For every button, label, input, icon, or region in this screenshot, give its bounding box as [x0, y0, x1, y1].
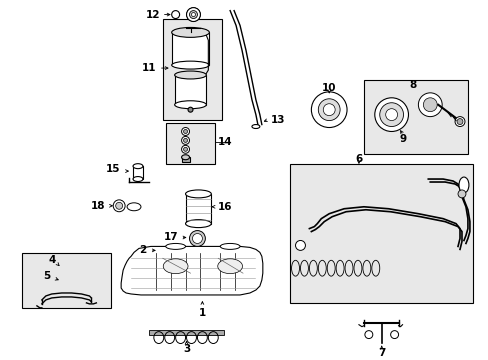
Circle shape — [171, 10, 179, 18]
Ellipse shape — [171, 27, 209, 37]
Text: 12: 12 — [145, 10, 160, 19]
Ellipse shape — [133, 164, 142, 168]
Ellipse shape — [185, 190, 211, 198]
Circle shape — [188, 107, 193, 112]
Circle shape — [183, 130, 187, 134]
Circle shape — [189, 230, 205, 246]
Bar — [22, 253, 111, 308]
Circle shape — [186, 8, 200, 22]
Text: 14: 14 — [218, 138, 232, 147]
Text: 7: 7 — [377, 348, 385, 359]
Circle shape — [390, 330, 398, 338]
Circle shape — [311, 92, 346, 127]
Text: 1: 1 — [198, 308, 205, 318]
Text: 11: 11 — [142, 63, 156, 73]
Text: 2: 2 — [139, 246, 146, 255]
Circle shape — [364, 330, 372, 338]
Text: 8: 8 — [409, 80, 416, 90]
Circle shape — [192, 234, 202, 243]
Ellipse shape — [165, 243, 185, 249]
Circle shape — [385, 109, 397, 121]
Circle shape — [181, 127, 189, 135]
Circle shape — [295, 240, 305, 250]
Circle shape — [379, 103, 403, 126]
Text: 13: 13 — [270, 114, 285, 125]
Ellipse shape — [217, 259, 242, 274]
Bar — [289, 164, 472, 303]
Ellipse shape — [174, 71, 206, 79]
Circle shape — [181, 136, 189, 144]
Ellipse shape — [181, 155, 189, 160]
Ellipse shape — [171, 61, 209, 69]
Bar — [185, 194, 211, 224]
Circle shape — [183, 138, 187, 143]
Circle shape — [190, 12, 196, 18]
Bar — [163, 18, 222, 120]
Text: 10: 10 — [321, 83, 336, 93]
Bar — [148, 330, 224, 334]
Bar — [181, 157, 189, 162]
Ellipse shape — [185, 220, 211, 228]
Bar — [174, 75, 206, 105]
Bar — [171, 32, 209, 65]
Circle shape — [454, 117, 464, 126]
Polygon shape — [121, 246, 262, 295]
Ellipse shape — [458, 177, 468, 193]
Circle shape — [113, 200, 125, 212]
Circle shape — [189, 10, 197, 18]
Text: 16: 16 — [218, 202, 232, 212]
Circle shape — [181, 145, 189, 153]
Circle shape — [374, 98, 407, 131]
Bar — [363, 80, 467, 154]
Ellipse shape — [163, 259, 188, 274]
Ellipse shape — [133, 176, 142, 181]
Text: 18: 18 — [91, 201, 105, 211]
Ellipse shape — [127, 203, 141, 211]
Text: 15: 15 — [106, 164, 120, 174]
Circle shape — [318, 99, 340, 121]
Ellipse shape — [220, 243, 240, 249]
Circle shape — [116, 202, 122, 209]
Text: 6: 6 — [355, 154, 362, 164]
Circle shape — [418, 93, 441, 117]
Text: 4: 4 — [48, 255, 55, 265]
Bar — [161, 246, 176, 255]
Ellipse shape — [174, 101, 206, 109]
Text: 17: 17 — [163, 231, 178, 242]
Text: 9: 9 — [399, 134, 406, 144]
Circle shape — [183, 147, 187, 151]
Bar — [165, 122, 215, 164]
Circle shape — [191, 13, 195, 17]
Circle shape — [457, 190, 465, 198]
Bar — [133, 166, 142, 179]
Text: 5: 5 — [43, 271, 50, 281]
Circle shape — [456, 118, 462, 125]
Text: 3: 3 — [183, 345, 190, 355]
Circle shape — [323, 104, 334, 116]
Circle shape — [423, 98, 436, 112]
Ellipse shape — [251, 125, 259, 129]
